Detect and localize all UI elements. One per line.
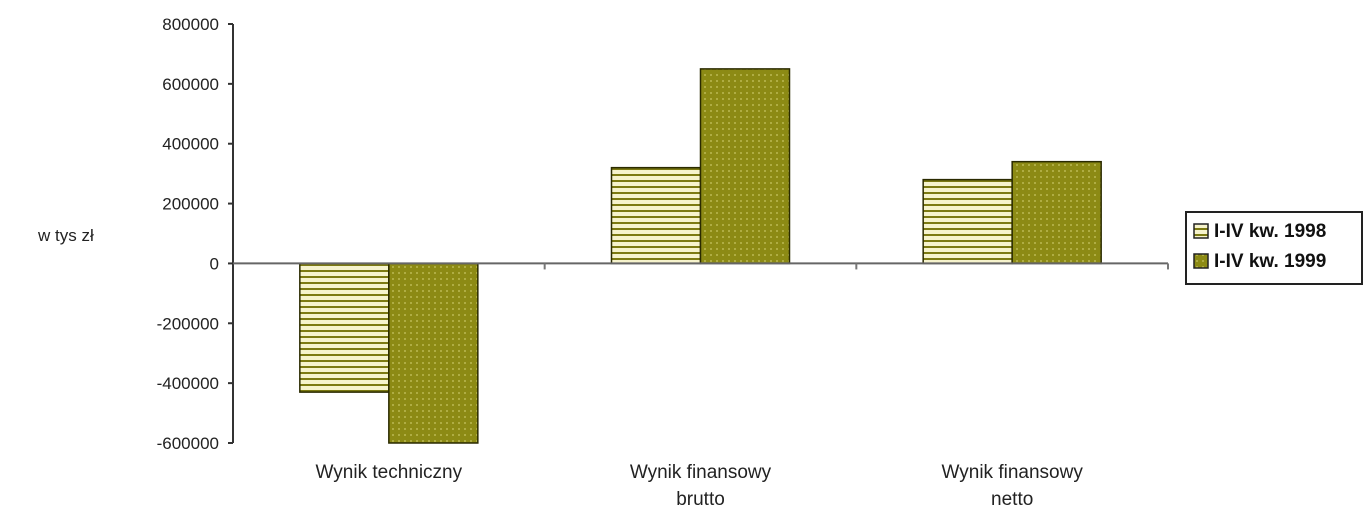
legend-label: I-IV kw. 1999 bbox=[1214, 251, 1326, 272]
category-label: Wynik finansowy bbox=[630, 462, 772, 483]
legend: I-IV kw. 1998 I-IV kw. 1999 bbox=[1185, 211, 1363, 285]
category-label: Wynik techniczny bbox=[316, 462, 463, 483]
bar bbox=[922, 178, 1013, 265]
category-labels: Wynik techniczny Wynik finansowy brutto Wyn… bbox=[316, 462, 1084, 510]
y-tick-label: 0 bbox=[210, 254, 219, 273]
y-tick-label: 600000 bbox=[162, 75, 219, 94]
bars-layer bbox=[299, 68, 1102, 444]
y-tick-label: 200000 bbox=[162, 195, 219, 214]
bar bbox=[388, 262, 479, 444]
legend-box bbox=[1185, 211, 1363, 285]
y-axis-label: w tys zł bbox=[37, 226, 94, 245]
legend-swatch bbox=[1193, 253, 1209, 269]
category-label: netto bbox=[991, 489, 1033, 510]
y-tick-label: -400000 bbox=[157, 374, 219, 393]
legend-swatch bbox=[1193, 223, 1209, 239]
y-tick-label: -200000 bbox=[157, 314, 219, 333]
y-tick-label: -600000 bbox=[157, 434, 219, 453]
bar bbox=[610, 166, 702, 265]
y-tick-label: 400000 bbox=[162, 135, 219, 154]
bar bbox=[299, 262, 390, 393]
category-label: Wynik finansowy bbox=[942, 462, 1084, 483]
bar bbox=[699, 68, 791, 265]
y-tick-labels: 800000 600000 400000 200000 0 -200000 -400000 -… bbox=[157, 15, 219, 453]
bar bbox=[1011, 160, 1102, 265]
category-label: brutto bbox=[676, 489, 725, 510]
legend-label: I-IV kw. 1998 bbox=[1214, 221, 1326, 242]
y-tick-label: 800000 bbox=[162, 15, 219, 34]
axes-layer bbox=[228, 23, 1169, 444]
